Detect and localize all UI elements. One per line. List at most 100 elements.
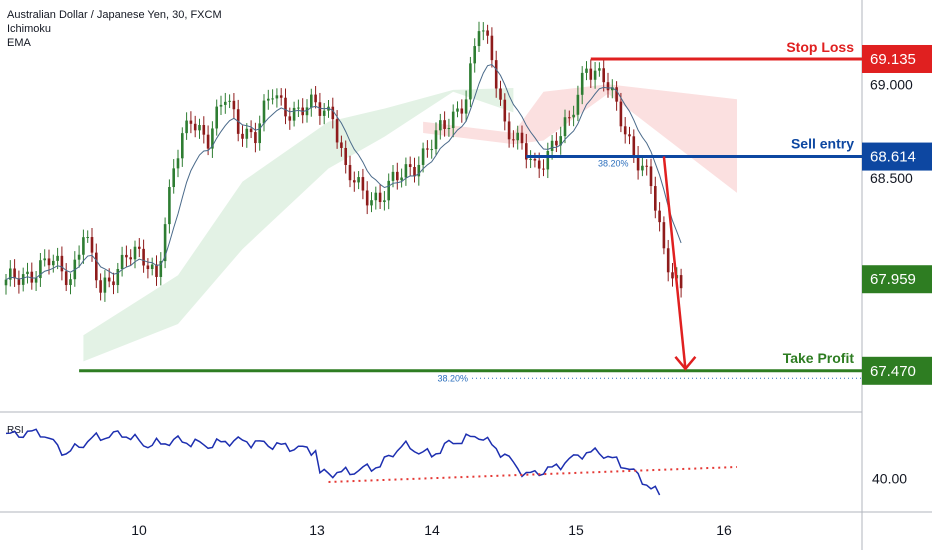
candle-body: [357, 177, 360, 183]
candle-body: [99, 280, 102, 293]
candle: [357, 171, 360, 190]
candle: [400, 168, 403, 188]
candle: [365, 181, 369, 215]
candle: [26, 262, 29, 284]
candle-body: [198, 125, 201, 131]
candle-body: [163, 224, 167, 262]
candle: [267, 89, 270, 110]
candle-body: [654, 186, 657, 211]
candle-body: [211, 128, 214, 149]
candle-body: [370, 200, 373, 206]
candle-body: [116, 268, 120, 286]
price-tag: [862, 142, 932, 171]
candle: [77, 245, 81, 268]
candle-body: [555, 140, 558, 146]
candle-body: [103, 277, 107, 293]
time-tick-label: 14: [424, 522, 440, 538]
candle: [344, 140, 347, 174]
indicator-ichimoku: Ichimoku: [7, 23, 52, 35]
candle: [598, 62, 601, 77]
candle: [469, 56, 472, 108]
candle-body: [202, 125, 206, 135]
candle: [408, 156, 412, 176]
candle: [473, 38, 476, 73]
candle: [198, 118, 201, 139]
price-tick-label: 68.500: [870, 170, 913, 186]
candle-body: [305, 107, 309, 116]
candle-body: [679, 275, 683, 289]
rsi-tick-label: 40.00: [872, 471, 907, 487]
candle-body: [439, 120, 442, 131]
projection-arrow-head: [674, 355, 697, 371]
candle: [224, 92, 227, 114]
candle-body: [615, 87, 618, 102]
candle: [456, 101, 459, 118]
candle: [275, 88, 279, 108]
candle: [279, 88, 283, 106]
candle: [623, 117, 627, 144]
candle-body: [404, 164, 408, 178]
candle: [340, 135, 343, 157]
time-tick-label: 13: [309, 522, 325, 538]
candle-body: [340, 142, 343, 148]
candle-body: [26, 271, 29, 275]
candle-body: [641, 165, 644, 171]
candle: [499, 80, 502, 106]
candle-body: [258, 123, 261, 144]
candle-body: [602, 68, 605, 83]
candle-body: [322, 110, 326, 116]
candle-body: [318, 102, 322, 116]
candle: [86, 230, 89, 243]
candle-body: [331, 106, 335, 120]
candle: [284, 88, 287, 125]
candle: [318, 92, 322, 125]
candle-body: [142, 248, 145, 266]
candle-body: [520, 132, 524, 144]
candle: [404, 157, 408, 186]
candle: [211, 121, 214, 158]
candle-body: [645, 165, 648, 167]
candle-body: [572, 114, 575, 118]
candle-body: [232, 100, 236, 110]
candle-body: [421, 148, 425, 165]
candle-body: [482, 30, 485, 32]
candle: [297, 99, 300, 118]
candle: [447, 118, 451, 137]
candle-body: [494, 60, 498, 89]
candle-body: [267, 98, 270, 101]
candles: [4, 21, 683, 302]
candle-body: [219, 104, 223, 107]
candle-body: [598, 68, 601, 71]
candle-body: [224, 101, 227, 105]
candle-body: [17, 278, 21, 285]
candle: [163, 217, 167, 269]
candle: [490, 27, 494, 68]
candle: [555, 132, 558, 153]
candle-body: [512, 139, 515, 141]
candle-body: [623, 126, 627, 135]
candle-body: [447, 128, 451, 130]
candle-body: [159, 261, 163, 277]
candle-body: [490, 35, 494, 61]
candle-body: [86, 237, 89, 239]
candle-body: [576, 94, 580, 115]
candle-body: [593, 70, 597, 80]
candle-body: [185, 120, 188, 134]
ichimoku-cloud-bullish: [83, 88, 514, 362]
candle-body: [314, 94, 317, 103]
candle-body: [400, 177, 403, 181]
candle-body: [507, 121, 511, 140]
candle: [666, 239, 670, 282]
candle: [520, 125, 524, 150]
candle-body: [47, 258, 51, 266]
candle-body: [456, 108, 459, 112]
candle: [593, 62, 597, 89]
candle-body: [172, 168, 175, 188]
candle-body: [606, 82, 610, 91]
candle-body: [486, 30, 489, 36]
candle: [314, 86, 317, 109]
candle-body: [275, 95, 279, 99]
candle-body: [241, 133, 244, 139]
